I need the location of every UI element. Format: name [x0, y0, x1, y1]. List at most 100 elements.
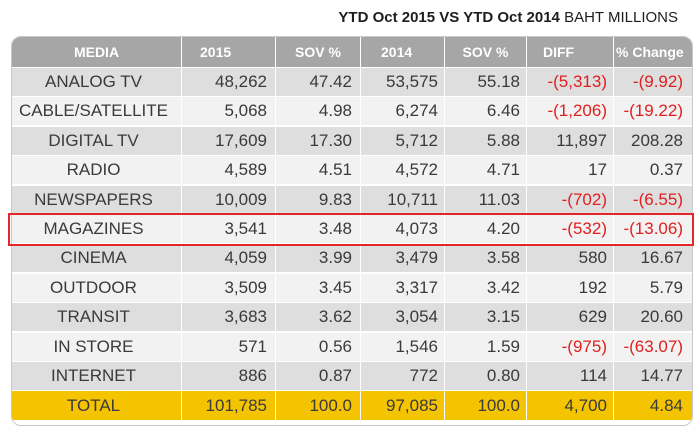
cell-diff: 629	[527, 303, 614, 331]
cell-value-2015: 101,785	[182, 391, 276, 420]
cell-value-2015: 17,609	[182, 127, 276, 155]
table-row: OUTDOOR 3,509 3.45 3,317 3.42 192 5.79	[12, 273, 692, 302]
cell-diff: 114	[527, 362, 614, 390]
cell-value-2014: 4,572	[361, 156, 445, 184]
cell-value-2015: 4,059	[182, 244, 276, 272]
cell-media: CABLE/SATELLITE	[12, 97, 182, 125]
cell-diff: 11,897	[527, 127, 614, 155]
table-row: CINEMA 4,059 3.99 3,479 3.58 580 16.67	[12, 243, 692, 272]
cell-diff: -(975)	[527, 333, 614, 361]
table-header-row: MEDIA 2015 SOV % 2014 SOV % DIFF% Change	[12, 37, 692, 67]
cell-pct-change: 5.79	[649, 278, 683, 297]
cell-value-2014: 772	[361, 362, 445, 390]
heading-title: YTD Oct 2015 VS YTD Oct 2014	[338, 9, 560, 26]
column-header-media: MEDIA	[12, 37, 182, 67]
cell-diff: 192	[527, 274, 614, 302]
column-header-sov-2015: SOV %	[276, 37, 361, 67]
cell-sov-2015: 3.62	[276, 303, 361, 331]
table-row: IN STORE 571 0.56 1,546 1.59 -(975) -(63.07)	[12, 332, 692, 361]
cell-sov-2014: 5.88	[445, 127, 527, 155]
cell-pct-change: -(6.55)	[632, 190, 683, 209]
cell-sov-2015: 47.42	[276, 68, 361, 96]
cell-pct-change: -(63.07)	[623, 337, 683, 356]
cell-sov-2015: 3.48	[276, 215, 361, 243]
cell-pct-change: -(9.92)	[632, 72, 683, 91]
table-row: TRANSIT 3,683 3.62 3,054 3.15 629 20.60	[12, 302, 692, 331]
cell-pct-change: -(19.22)	[623, 101, 683, 120]
cell-diff: 4,700	[527, 391, 614, 420]
cell-sov-2014: 6.46	[445, 97, 527, 125]
cell-sov-2014: 3.42	[445, 274, 527, 302]
cell-media: NEWSPAPERS	[12, 186, 182, 214]
cell-diff: -(702)	[527, 186, 614, 214]
cell-value-2015: 4,589	[182, 156, 276, 184]
cell-pct-change: 20.60	[640, 307, 683, 326]
table-row: MAGAZINES 3,541 3.48 4,073 4.20 -(532) -(13.06…	[12, 214, 692, 243]
cell-sov-2014: 55.18	[445, 68, 527, 96]
cell-sov-2015: 4.51	[276, 156, 361, 184]
cell-sov-2015: 3.99	[276, 244, 361, 272]
cell-value-2014: 3,479	[361, 244, 445, 272]
column-header-diff: DIFF	[527, 37, 614, 67]
cell-sov-2015: 100.0	[276, 391, 361, 420]
cell-diff: -(532)	[527, 215, 614, 243]
cell-media: TOTAL	[12, 391, 182, 420]
cell-diff: -(5,313)	[527, 68, 614, 96]
cell-pct-change: 14.77	[640, 366, 683, 385]
cell-value-2015: 3,541	[182, 215, 276, 243]
cell-value-2014: 53,575	[361, 68, 445, 96]
cell-sov-2014: 4.71	[445, 156, 527, 184]
table-row: ANALOG TV 48,262 47.42 53,575 55.18 -(5,313) -…	[12, 67, 692, 96]
cell-pct-change: 0.37	[649, 160, 683, 179]
cell-pct-change: 16.67	[640, 248, 683, 267]
cell-media: DIGITAL TV	[12, 127, 182, 155]
cell-sov-2014: 4.20	[445, 215, 527, 243]
cell-value-2015: 10,009	[182, 186, 276, 214]
cell-sov-2014: 1.59	[445, 333, 527, 361]
cell-value-2014: 10,711	[361, 186, 445, 214]
column-header-value-2015: 2015	[182, 37, 276, 67]
cell-media: INTERNET	[12, 362, 182, 390]
column-header-sov-2014: SOV %	[445, 37, 527, 67]
cell-value-2015: 571	[182, 333, 276, 361]
total-row: TOTAL 101,785 100.0 97,085 100.0 4,700 4.84	[12, 390, 692, 420]
cell-value-2014: 3,054	[361, 303, 445, 331]
cell-sov-2015: 4.98	[276, 97, 361, 125]
table-heading: YTD Oct 2015 VS YTD Oct 2014 BAHT MILLIO…	[338, 9, 678, 26]
cell-pct-change: 4.84	[649, 395, 683, 415]
cell-value-2014: 1,546	[361, 333, 445, 361]
cell-value-2014: 6,274	[361, 97, 445, 125]
cell-media: MAGAZINES	[12, 215, 182, 243]
cell-sov-2014: 11.03	[445, 186, 527, 214]
cell-diff: 17	[527, 156, 614, 184]
column-header-value-2014: 2014	[361, 37, 445, 67]
cell-media: TRANSIT	[12, 303, 182, 331]
cell-media: RADIO	[12, 156, 182, 184]
cell-sov-2015: 0.56	[276, 333, 361, 361]
cell-pct-change: 208.28	[631, 131, 683, 150]
cell-media: IN STORE	[12, 333, 182, 361]
cell-value-2015: 48,262	[182, 68, 276, 96]
cell-pct-change: -(13.06)	[623, 219, 683, 238]
cell-value-2015: 3,683	[182, 303, 276, 331]
cell-media: OUTDOOR	[12, 274, 182, 302]
cell-value-2015: 886	[182, 362, 276, 390]
cell-sov-2014: 0.80	[445, 362, 527, 390]
table-row: RADIO 4,589 4.51 4,572 4.71 17 0.37	[12, 155, 692, 184]
cell-media: CINEMA	[12, 244, 182, 272]
cell-sov-2014: 100.0	[445, 391, 527, 420]
heading-unit: BAHT MILLIONS	[559, 9, 678, 26]
cell-sov-2015: 3.45	[276, 274, 361, 302]
cell-sov-2014: 3.15	[445, 303, 527, 331]
cell-media: ANALOG TV	[12, 68, 182, 96]
cell-sov-2015: 17.30	[276, 127, 361, 155]
cell-value-2014: 97,085	[361, 391, 445, 420]
column-header-pct-change: % Change	[616, 44, 684, 60]
cell-value-2015: 5,068	[182, 97, 276, 125]
cell-sov-2014: 3.58	[445, 244, 527, 272]
cell-sov-2015: 9.83	[276, 186, 361, 214]
table-row: DIGITAL TV 17,609 17.30 5,712 5.88 11,897 208.…	[12, 126, 692, 155]
table-row: NEWSPAPERS 10,009 9.83 10,711 11.03 -(702) -(6…	[12, 185, 692, 214]
cell-diff: 580	[527, 244, 614, 272]
table-row: CABLE/SATELLITE 5,068 4.98 6,274 6.46 -(1,206…	[12, 96, 692, 125]
